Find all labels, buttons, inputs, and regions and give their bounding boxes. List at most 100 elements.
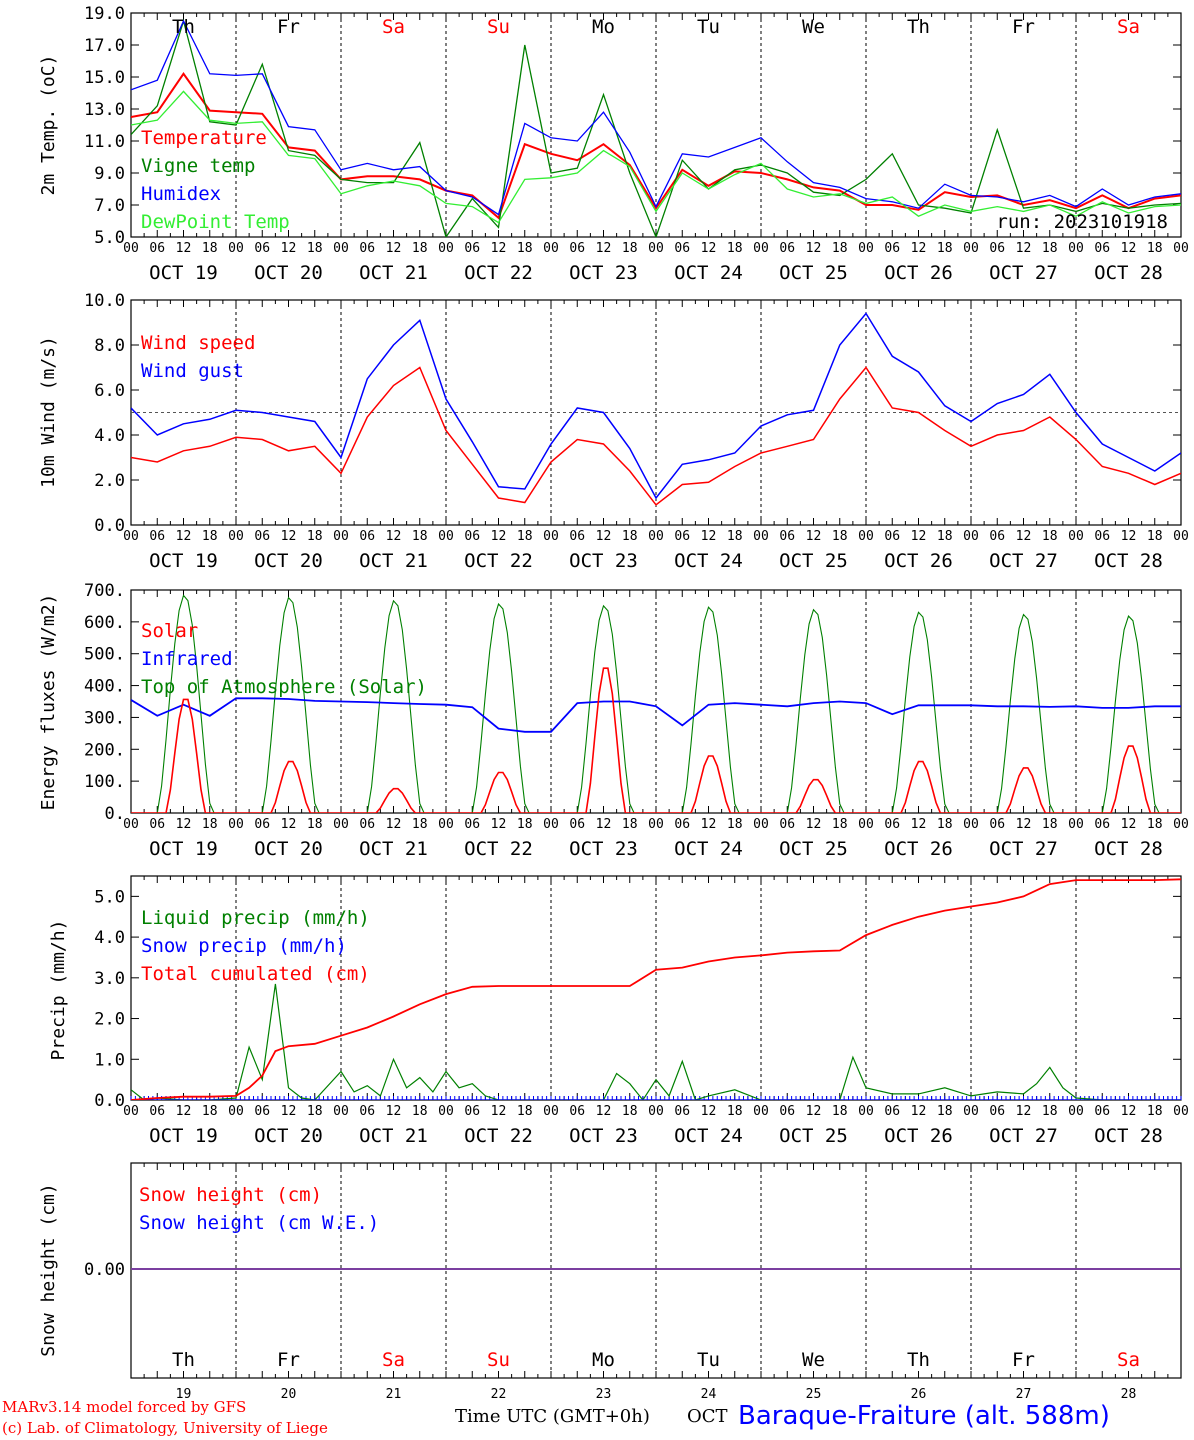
hour-tick-label: 00: [228, 529, 244, 544]
date-label: OCT 20: [254, 550, 323, 572]
hour-tick-label: 18: [832, 1104, 848, 1119]
legend-entry: Humidex: [141, 183, 221, 205]
wind-y-axis-label: 10m Wind (m/s): [38, 336, 59, 488]
hour-tick-label: 00: [543, 241, 559, 256]
hour-tick-label: 06: [674, 817, 690, 832]
hour-tick-label: 12: [491, 529, 507, 544]
day-name-label: Sa: [1117, 1349, 1140, 1371]
precip-panel: 0.0 1.0 2.0 3.0 4.0 5.0 Liquid precip (mm/h) Sn…: [48, 875, 1189, 1147]
date-label: OCT 25: [779, 838, 848, 860]
hour-tick-label: 06: [989, 1104, 1005, 1119]
hour-tick-label: 12: [701, 1104, 717, 1119]
hour-tick-label: 06: [779, 529, 795, 544]
legend-entry: DewPoint Temp: [141, 211, 290, 233]
y-tick-label: 10.0: [84, 291, 125, 311]
date-label: OCT 19: [149, 262, 218, 284]
hour-tick-label: 12: [596, 241, 612, 256]
energy-panel: 0. 100. 200. 300. 400. 500. 600. 700. Solar Infra…: [38, 581, 1189, 860]
day-name-label: Su: [487, 1349, 510, 1371]
date-label: OCT 22: [464, 838, 533, 860]
date-label: OCT 26: [884, 1125, 953, 1147]
hour-tick-label: 00: [123, 1104, 139, 1119]
hour-tick-label: 00: [858, 817, 874, 832]
hour-tick-label: 00: [963, 529, 979, 544]
y-tick-label: 2.0: [94, 471, 125, 491]
hour-tick-label: 12: [176, 529, 192, 544]
day-number-label: 21: [386, 1387, 402, 1402]
date-label: OCT 28: [1094, 550, 1163, 572]
date-label: OCT 23: [569, 262, 638, 284]
temperature-y-axis-label: 2m Temp. (oC): [38, 55, 59, 196]
hour-tick-label: 18: [622, 529, 638, 544]
hour-tick-label: 00: [438, 241, 454, 256]
hour-tick-label: 06: [1094, 529, 1110, 544]
hour-tick-label: 00: [543, 529, 559, 544]
hour-tick-label: 18: [622, 1104, 638, 1119]
hour-tick-label: 00: [1068, 817, 1084, 832]
legend-entry: Solar: [141, 620, 198, 642]
date-label: OCT 22: [464, 1125, 533, 1147]
hour-tick-label: 12: [701, 817, 717, 832]
hour-tick-label: 06: [1094, 241, 1110, 256]
hour-tick-label: 00: [228, 817, 244, 832]
hour-tick-label: 00: [1173, 817, 1189, 832]
hour-tick-label: 12: [281, 241, 297, 256]
y-tick-label: 0.0: [94, 516, 125, 536]
hour-tick-label: 00: [963, 817, 979, 832]
y-tick-label: 0.00: [84, 1260, 125, 1280]
y-tick-label: 5.0: [94, 228, 125, 248]
hour-tick-label: 06: [464, 529, 480, 544]
temperature-panel: 5.0 7.0 9.0 11.0 13.0 15.0 17.0 19.0 Th Fr Sa Su Mo T…: [38, 4, 1189, 284]
hour-tick-label: 12: [806, 1104, 822, 1119]
lab-credit: (c) Lab. of Climatology, University of L…: [2, 1419, 328, 1437]
day-name-label: Su: [487, 16, 510, 38]
hour-tick-label: 00: [648, 1104, 664, 1119]
time-axis-label: Time UTC (GMT+0h): [455, 1406, 650, 1427]
hour-tick-label: 00: [1068, 529, 1084, 544]
hour-tick-label: 18: [622, 817, 638, 832]
hour-tick-label: 12: [386, 529, 402, 544]
run-label: run: 2023101918: [996, 211, 1168, 233]
hour-tick-label: 18: [727, 241, 743, 256]
hour-tick-label: 06: [149, 817, 165, 832]
hour-tick-label: 12: [1016, 1104, 1032, 1119]
hour-tick-label: 18: [202, 817, 218, 832]
hour-tick-label: 00: [1173, 529, 1189, 544]
y-tick-label: 19.0: [84, 4, 125, 24]
precip-series-line: [131, 878, 1181, 1100]
y-tick-label: 5.0: [94, 887, 125, 907]
wind-panel: 0.0 2.0 4.0 6.0 8.0 10.0 Wind speed Wind gust 10…: [38, 291, 1189, 572]
hour-tick-label: 06: [149, 529, 165, 544]
station-title: Baraque-Fraiture (alt. 588m): [738, 1401, 1110, 1431]
legend-entry: Top of Atmosphere (Solar): [141, 676, 427, 698]
hour-tick-label: 06: [674, 529, 690, 544]
date-label: OCT 27: [989, 262, 1058, 284]
hour-tick-label: 00: [543, 817, 559, 832]
day-name-label: Th: [172, 1349, 195, 1371]
hour-tick-label: 00: [753, 1104, 769, 1119]
precip-y-axis-label: Precip (mm/h): [48, 920, 69, 1061]
y-tick-label: 200.: [84, 740, 125, 760]
hour-tick-label: 00: [1068, 1104, 1084, 1119]
hour-tick-label: 06: [674, 241, 690, 256]
solar-line: [131, 667, 1181, 813]
energy-y-axis-label: Energy fluxes (W/m2): [38, 594, 59, 811]
y-tick-label: 11.0: [84, 132, 125, 152]
legend-entry: Total cumulated (cm): [141, 963, 370, 985]
hour-tick-label: 18: [307, 817, 323, 832]
day-number-label: 19: [176, 1387, 192, 1402]
hour-tick-label: 18: [937, 817, 953, 832]
y-tick-label: 4.0: [94, 928, 125, 948]
hour-tick-label: 18: [937, 529, 953, 544]
hour-tick-label: 00: [858, 529, 874, 544]
hour-tick-label: 12: [176, 1104, 192, 1119]
hour-tick-label: 06: [359, 241, 375, 256]
hour-tick-label: 00: [333, 1104, 349, 1119]
hour-tick-label: 18: [517, 817, 533, 832]
day-name-label: Fr: [1012, 16, 1035, 38]
hour-tick-label: 12: [386, 1104, 402, 1119]
y-tick-label: 0.: [105, 804, 125, 824]
y-tick-label: 700.: [84, 581, 125, 601]
hour-tick-label: 06: [989, 241, 1005, 256]
